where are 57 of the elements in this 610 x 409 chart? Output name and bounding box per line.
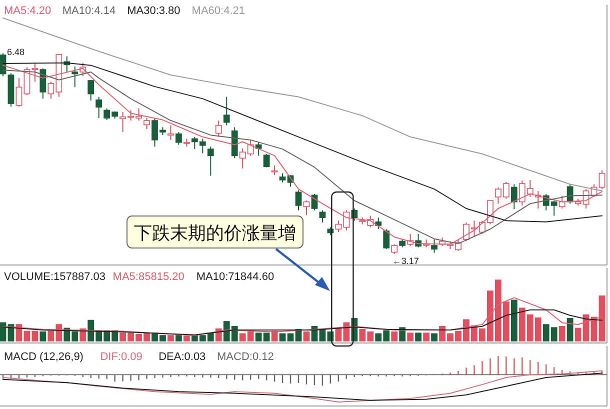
bar xyxy=(423,332,430,342)
candlestick xyxy=(255,142,262,156)
annotation: 下跌末期的价涨量增 xyxy=(134,223,296,244)
candlestick xyxy=(303,200,310,216)
bar xyxy=(431,333,438,342)
candlestick xyxy=(375,217,382,230)
candlestick xyxy=(295,190,302,211)
bar xyxy=(176,335,182,342)
bar xyxy=(598,295,606,342)
text: DIF:0.09 xyxy=(100,351,142,363)
bar xyxy=(391,331,398,342)
candlestick xyxy=(40,68,46,100)
candlestick xyxy=(144,118,150,130)
bar xyxy=(558,326,566,342)
text: MA5:4.20 xyxy=(4,5,52,17)
bar xyxy=(319,330,326,342)
text: MA5:85815.20 xyxy=(112,271,184,283)
bar xyxy=(287,333,294,342)
candlestick xyxy=(279,172,286,183)
bar xyxy=(279,333,286,342)
bar xyxy=(40,331,46,342)
candlestick xyxy=(88,79,94,102)
candlestick xyxy=(16,78,22,108)
bar xyxy=(183,336,190,342)
bar xyxy=(168,335,174,342)
candlestick xyxy=(510,184,518,210)
bar xyxy=(566,318,574,342)
candlestick xyxy=(383,228,390,250)
text: MA10:4.14 xyxy=(62,5,116,17)
candlestick xyxy=(223,96,230,126)
bar xyxy=(303,331,310,342)
candlestick xyxy=(96,96,102,119)
text: DEA:0.03 xyxy=(158,351,206,363)
bar xyxy=(510,300,518,342)
candlestick xyxy=(263,153,270,168)
text: MA30:3.80 xyxy=(127,5,180,17)
candlestick xyxy=(319,210,326,223)
text: MA60:4.21 xyxy=(192,5,246,17)
annotation: 6.48 xyxy=(6,47,25,58)
candlestick xyxy=(215,120,222,138)
series-label: MACD:0.12 xyxy=(217,351,274,363)
text: ←3.17 xyxy=(392,256,419,266)
candlestick xyxy=(431,238,438,254)
candlestick xyxy=(72,66,78,88)
candlestick xyxy=(207,146,214,176)
bar xyxy=(415,332,422,342)
chart-title: VOLUME:157887.03 xyxy=(4,271,106,283)
bar xyxy=(574,328,582,342)
candlestick xyxy=(598,170,606,190)
candlestick xyxy=(168,124,174,140)
chart-title: MACD (12,26,9) xyxy=(4,351,84,363)
candlestick xyxy=(391,244,398,254)
candlestick xyxy=(176,132,182,146)
candlestick xyxy=(271,164,278,176)
bar xyxy=(0,322,6,342)
bar xyxy=(407,332,414,342)
text: MA10:71844.60 xyxy=(196,271,274,283)
